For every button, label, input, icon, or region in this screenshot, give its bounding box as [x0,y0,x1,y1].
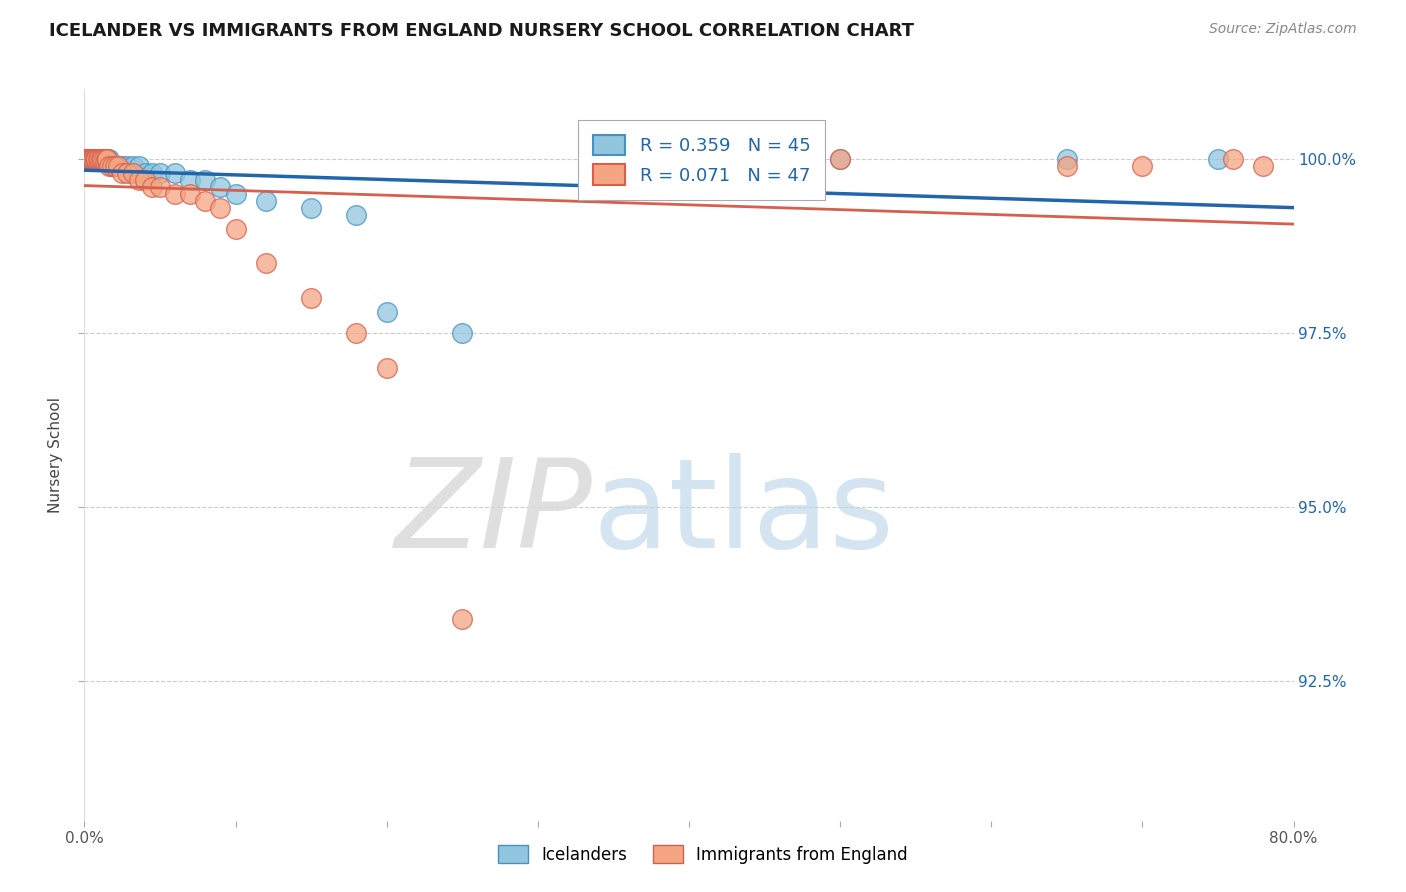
Point [97,159,120,173]
Point [89,152,111,166]
Point [111,159,134,173]
Point [76,152,98,166]
Point [93,152,115,166]
Point [93,152,115,166]
Y-axis label: Nursery School: Nursery School [48,397,63,513]
Point [100,159,122,173]
Point [96,152,118,166]
Point [104,159,127,173]
Point [84,152,107,166]
Point [84,152,107,166]
Point [75,152,97,166]
Point [75,152,97,166]
Point [134,173,156,187]
Point [91,152,114,166]
Point [209,201,232,215]
Point [451,612,474,626]
Point [121,166,143,180]
Point [128,173,150,187]
Point [104,159,127,173]
Point [149,166,172,180]
Legend: Icelanders, Immigrants from England: Icelanders, Immigrants from England [492,838,914,871]
Point [76,152,98,166]
Point [79,152,101,166]
Text: ZIP: ZIP [394,453,592,574]
Point [1253,159,1275,173]
Point [165,186,187,201]
Point [165,166,187,180]
Point [451,326,474,340]
Point [375,305,398,319]
Point [299,291,322,305]
Point [149,179,172,194]
Point [1056,152,1078,166]
Point [1206,152,1229,166]
Point [96,152,118,166]
Point [141,179,163,194]
Point [115,159,138,173]
Point [87,152,110,166]
Text: atlas: atlas [592,453,894,574]
Point [128,159,150,173]
Point [80,152,103,166]
Point [86,152,108,166]
Point [82,152,104,166]
Point [121,159,143,173]
Point [1222,152,1244,166]
Point [194,194,217,208]
Point [79,152,101,166]
Point [141,166,163,180]
Point [299,201,322,215]
Point [225,186,247,201]
Point [830,152,852,166]
Point [82,152,104,166]
Point [76,152,98,166]
Point [111,166,134,180]
Point [90,152,112,166]
Point [100,159,122,173]
Point [97,152,120,166]
Point [115,166,138,180]
Point [346,326,368,340]
Point [76,152,98,166]
Point [80,152,103,166]
Point [77,152,100,166]
Point [89,152,111,166]
Point [75,152,97,166]
Legend: R = 0.359   N = 45, R = 0.071   N = 47: R = 0.359 N = 45, R = 0.071 N = 47 [578,120,825,200]
Point [346,208,368,222]
Point [79,152,101,166]
Point [77,152,100,166]
Text: Source: ZipAtlas.com: Source: ZipAtlas.com [1209,22,1357,37]
Point [1130,159,1153,173]
Point [94,152,117,166]
Point [254,256,277,270]
Point [254,194,277,208]
Point [375,360,398,375]
Point [79,152,101,166]
Point [194,173,217,187]
Point [134,166,156,180]
Point [87,152,110,166]
Point [94,152,117,166]
Point [80,152,103,166]
Point [80,152,103,166]
Point [107,159,129,173]
Point [75,152,97,166]
Point [107,159,129,173]
Point [77,152,100,166]
Point [209,179,232,194]
Text: ICELANDER VS IMMIGRANTS FROM ENGLAND NURSERY SCHOOL CORRELATION CHART: ICELANDER VS IMMIGRANTS FROM ENGLAND NUR… [49,22,914,40]
Point [84,152,107,166]
Point [77,152,100,166]
Point [1056,159,1078,173]
Point [179,186,201,201]
Point [91,152,114,166]
Point [225,221,247,235]
Point [179,173,201,187]
Point [90,152,112,166]
Point [84,152,107,166]
Point [86,152,108,166]
Point [830,152,852,166]
